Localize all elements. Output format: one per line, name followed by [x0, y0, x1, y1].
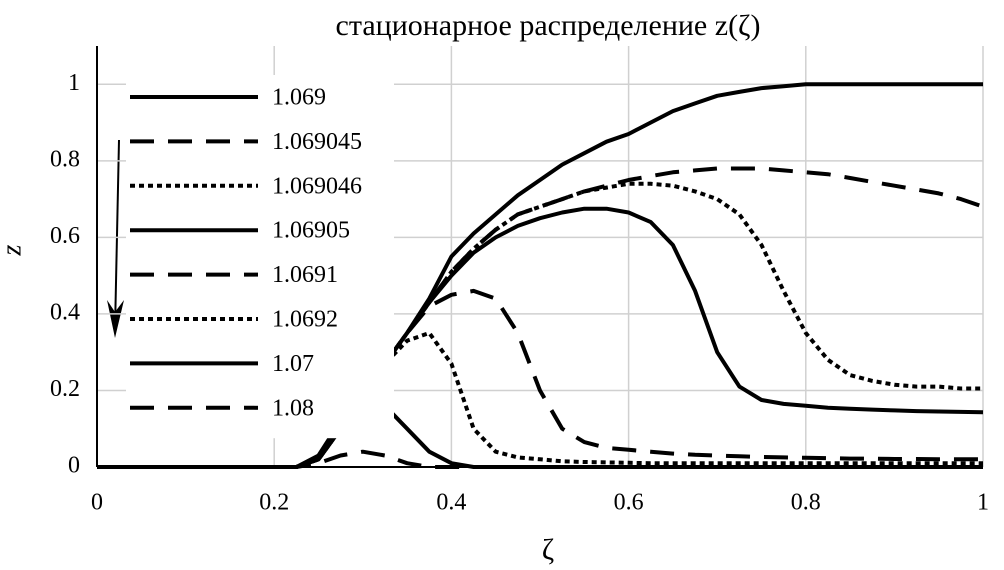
- legend-label: 1.069045: [272, 129, 362, 155]
- series-line: [97, 288, 983, 469]
- series-line: [97, 449, 983, 469]
- legend-box: [126, 75, 394, 439]
- legend-label: 1.08: [272, 395, 314, 421]
- y-tick-label: 0.8: [50, 146, 80, 172]
- x-axis-label: ζ: [542, 533, 554, 566]
- arrow-head: [107, 300, 124, 338]
- chart-title: стационарное распределение z(ζ): [336, 9, 761, 42]
- legend-label: 1.0692: [272, 307, 338, 333]
- y-tick-label: 0.2: [50, 376, 80, 402]
- legend-label: 1.07: [272, 351, 314, 377]
- legend-label: 1.069: [272, 85, 326, 111]
- x-tick-label: 1: [977, 490, 989, 516]
- x-tick-label: 0: [91, 490, 103, 516]
- x-tick-label: 0.8: [791, 490, 821, 516]
- y-tick-label: 0.6: [50, 223, 80, 249]
- x-tick-label: 0.4: [436, 490, 466, 516]
- y-tick-label: 0: [68, 453, 80, 479]
- y-tick-label: 0.4: [50, 299, 80, 325]
- legend-label: 1.069046: [272, 173, 362, 199]
- x-tick-label: 0.6: [614, 490, 644, 516]
- y-axis-label: z: [0, 244, 27, 256]
- arrow: [114, 139, 120, 331]
- legend-label: 1.06905: [272, 218, 350, 244]
- x-tick-label: 0.2: [259, 490, 289, 516]
- y-tick-label: 1: [68, 70, 80, 96]
- legend-label: 1.0691: [272, 262, 338, 288]
